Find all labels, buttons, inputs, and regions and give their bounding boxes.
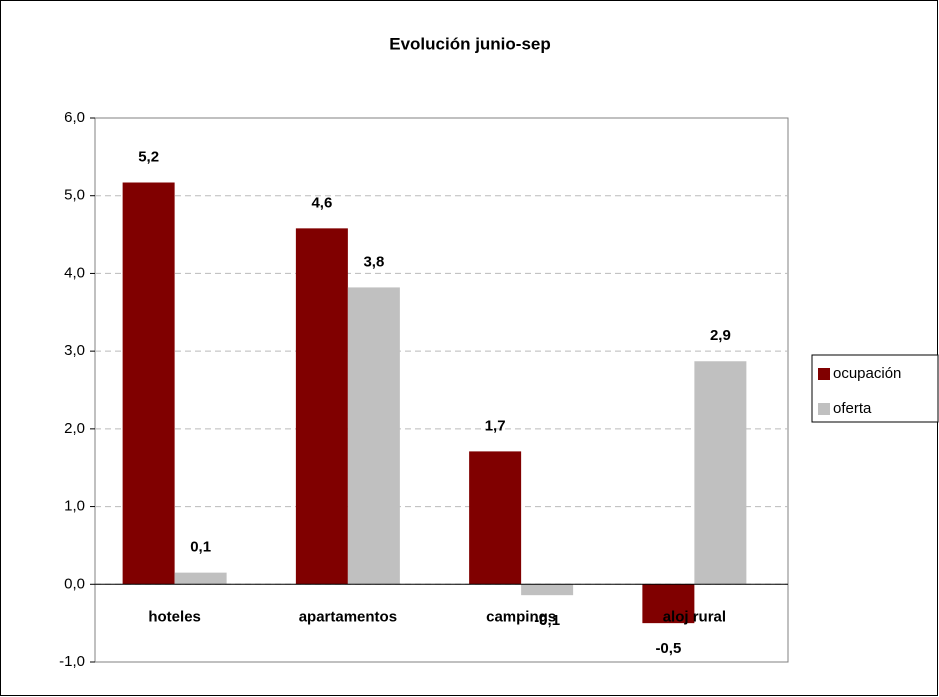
y-tick-label: 1,0 <box>64 498 85 515</box>
bar <box>469 451 522 585</box>
legend-label: oferta <box>833 400 872 417</box>
y-tick-label: 0,0 <box>64 575 85 592</box>
value-label: 3,8 <box>363 253 384 270</box>
y-tick-label: -1,0 <box>59 653 85 670</box>
legend-box <box>811 354 939 423</box>
value-label: 2,9 <box>710 327 731 344</box>
legend-label: ocupación <box>833 365 901 382</box>
bar <box>174 572 227 585</box>
y-tick-label: 5,0 <box>64 187 85 204</box>
bar <box>694 361 747 585</box>
value-label: 4,6 <box>311 194 332 211</box>
bar <box>347 287 400 585</box>
bar <box>521 584 574 596</box>
legend-swatch <box>818 403 830 415</box>
x-tick-label: aloj rural <box>663 608 726 625</box>
value-label: 0,1 <box>190 539 211 556</box>
y-tick-label: 6,0 <box>64 109 85 126</box>
chart-title: Evolución junio-sep <box>389 34 551 53</box>
plot-area <box>94 117 789 663</box>
x-tick-label: campings <box>486 608 556 625</box>
value-label: -0,5 <box>655 640 681 657</box>
bar <box>295 228 348 585</box>
value-label: 5,2 <box>138 148 159 165</box>
y-tick-label: 2,0 <box>64 420 85 437</box>
bar <box>122 182 175 585</box>
y-tick-label: 4,0 <box>64 264 85 281</box>
value-label: 1,7 <box>485 417 506 434</box>
bar <box>642 584 695 624</box>
value-label: -0,1 <box>534 612 560 629</box>
x-tick-label: hoteles <box>148 608 201 625</box>
y-tick-label: 3,0 <box>64 342 85 359</box>
x-tick-label: apartamentos <box>299 608 397 625</box>
legend-swatch <box>818 368 830 380</box>
